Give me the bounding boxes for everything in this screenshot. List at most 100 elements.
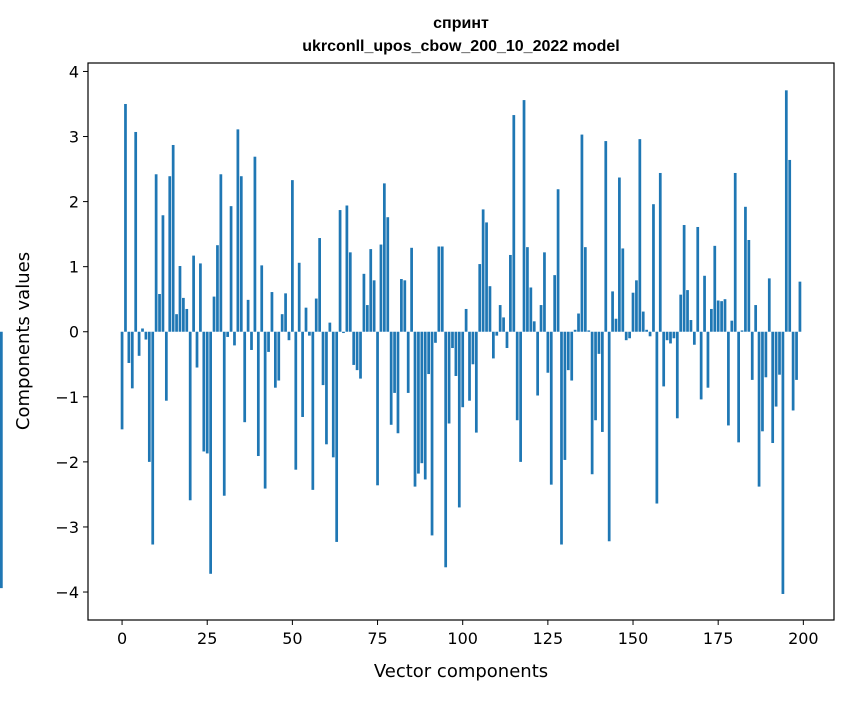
bar-component-132	[570, 331, 574, 381]
y-tick-label: 2	[69, 193, 79, 212]
bar-component-10	[154, 174, 158, 332]
bar-component-38	[250, 331, 253, 350]
bar-component-74	[372, 280, 376, 332]
bar-component-193	[778, 331, 781, 375]
bar-component-83	[403, 280, 407, 332]
bar-component-62	[331, 331, 335, 458]
bar-component-143	[607, 331, 611, 542]
bar-component-122	[536, 331, 540, 396]
bar-component-106	[481, 209, 485, 332]
bar-component-77	[382, 183, 386, 332]
bar-component-148	[624, 331, 628, 341]
bar-component-185	[750, 331, 754, 380]
bar-component-197	[791, 331, 795, 411]
bar-component-107	[485, 222, 488, 332]
bar-component-174	[713, 245, 717, 332]
bar-component-73	[369, 249, 373, 332]
bar-component-188	[761, 331, 764, 432]
bar-component-137	[587, 330, 591, 332]
bar-component-29	[219, 174, 223, 332]
bar-component-53	[301, 331, 304, 417]
bar-component-93	[437, 246, 441, 332]
bar-component-110	[495, 331, 499, 336]
bar-component-88	[420, 331, 424, 464]
bar-component-101	[464, 308, 468, 332]
bar-component-175	[716, 300, 720, 332]
bar-component-25	[205, 331, 209, 454]
bar-component-85	[410, 247, 413, 332]
bar-component-194	[781, 331, 785, 594]
bar-component-7	[144, 331, 148, 340]
bar-component-121	[532, 321, 536, 332]
bar-component-103	[471, 331, 475, 365]
bar-component-199	[798, 281, 802, 332]
bar-component-17	[178, 266, 182, 332]
bar-component-4	[134, 131, 138, 332]
bar-component-147	[621, 248, 625, 332]
bar-component-128	[556, 189, 560, 332]
bar-component-70	[359, 331, 362, 379]
plot-frame	[87, 62, 835, 621]
bar-component-181	[737, 331, 740, 443]
bar-component-30	[222, 331, 226, 496]
x-tick-label: 100	[447, 629, 478, 648]
bar-component-169	[696, 226, 700, 332]
bar-component-24	[202, 331, 206, 452]
y-tick-label: 1	[69, 258, 79, 277]
bar-component-151	[635, 280, 638, 332]
bar-component-158	[658, 172, 662, 332]
bar-component-129	[560, 331, 563, 545]
y-tick-label: −1	[55, 388, 79, 407]
bar-component-150	[631, 292, 635, 332]
bar-component-64	[338, 210, 342, 332]
bar-component-165	[682, 225, 686, 332]
bar-component-180	[733, 172, 737, 332]
bar-component-61	[328, 322, 332, 332]
bar-component-170	[699, 331, 703, 400]
x-axis-label: Vector components	[374, 661, 548, 682]
bar-component-86	[413, 331, 417, 487]
bar-component-78	[386, 217, 390, 332]
chart-subtitle: ukrconll_upos_cbow_200_10_2022 model	[302, 38, 619, 55]
bar-component-116	[515, 331, 519, 421]
bar-component-155	[648, 331, 652, 337]
bars-layer	[0, 90, 802, 594]
bar-component-115	[512, 115, 516, 332]
bar-component-142	[604, 141, 608, 332]
bar-component-22	[195, 331, 199, 368]
bar-component-55	[308, 331, 311, 336]
bar-component-20	[188, 331, 192, 501]
bar-component-5	[137, 331, 141, 356]
bar-component-27	[212, 296, 216, 332]
bar-component-184	[747, 239, 751, 332]
bar-component-90	[427, 331, 431, 375]
bar-component-177	[723, 299, 727, 332]
bar-component-1	[124, 103, 127, 332]
bar-component-12	[161, 215, 165, 332]
bar-component-97	[451, 331, 454, 349]
bar-component-138	[590, 331, 594, 475]
bar-component-196	[788, 159, 792, 332]
bar-component-173	[710, 308, 713, 332]
y-axis-label: Components values	[13, 252, 34, 430]
bar-component-51	[294, 331, 298, 470]
bar-component-100	[461, 331, 465, 408]
bar-component-66	[345, 205, 349, 332]
bar-component-156	[652, 204, 655, 332]
bar-component-81	[396, 331, 400, 434]
bar-component-167	[689, 320, 693, 332]
bar-component-145	[614, 318, 618, 332]
bar-component-131	[566, 331, 570, 371]
bar-component-98	[454, 331, 458, 376]
bar-component-183	[744, 206, 747, 332]
bar-component-59	[321, 331, 325, 386]
bar-component-166	[686, 290, 689, 332]
bar-component-28	[216, 245, 219, 332]
bar-component-54	[304, 307, 308, 332]
bar-component-60	[325, 331, 328, 445]
bar-component-45	[273, 331, 277, 388]
bar-component-108	[488, 286, 492, 332]
bar-component-136	[583, 247, 587, 332]
